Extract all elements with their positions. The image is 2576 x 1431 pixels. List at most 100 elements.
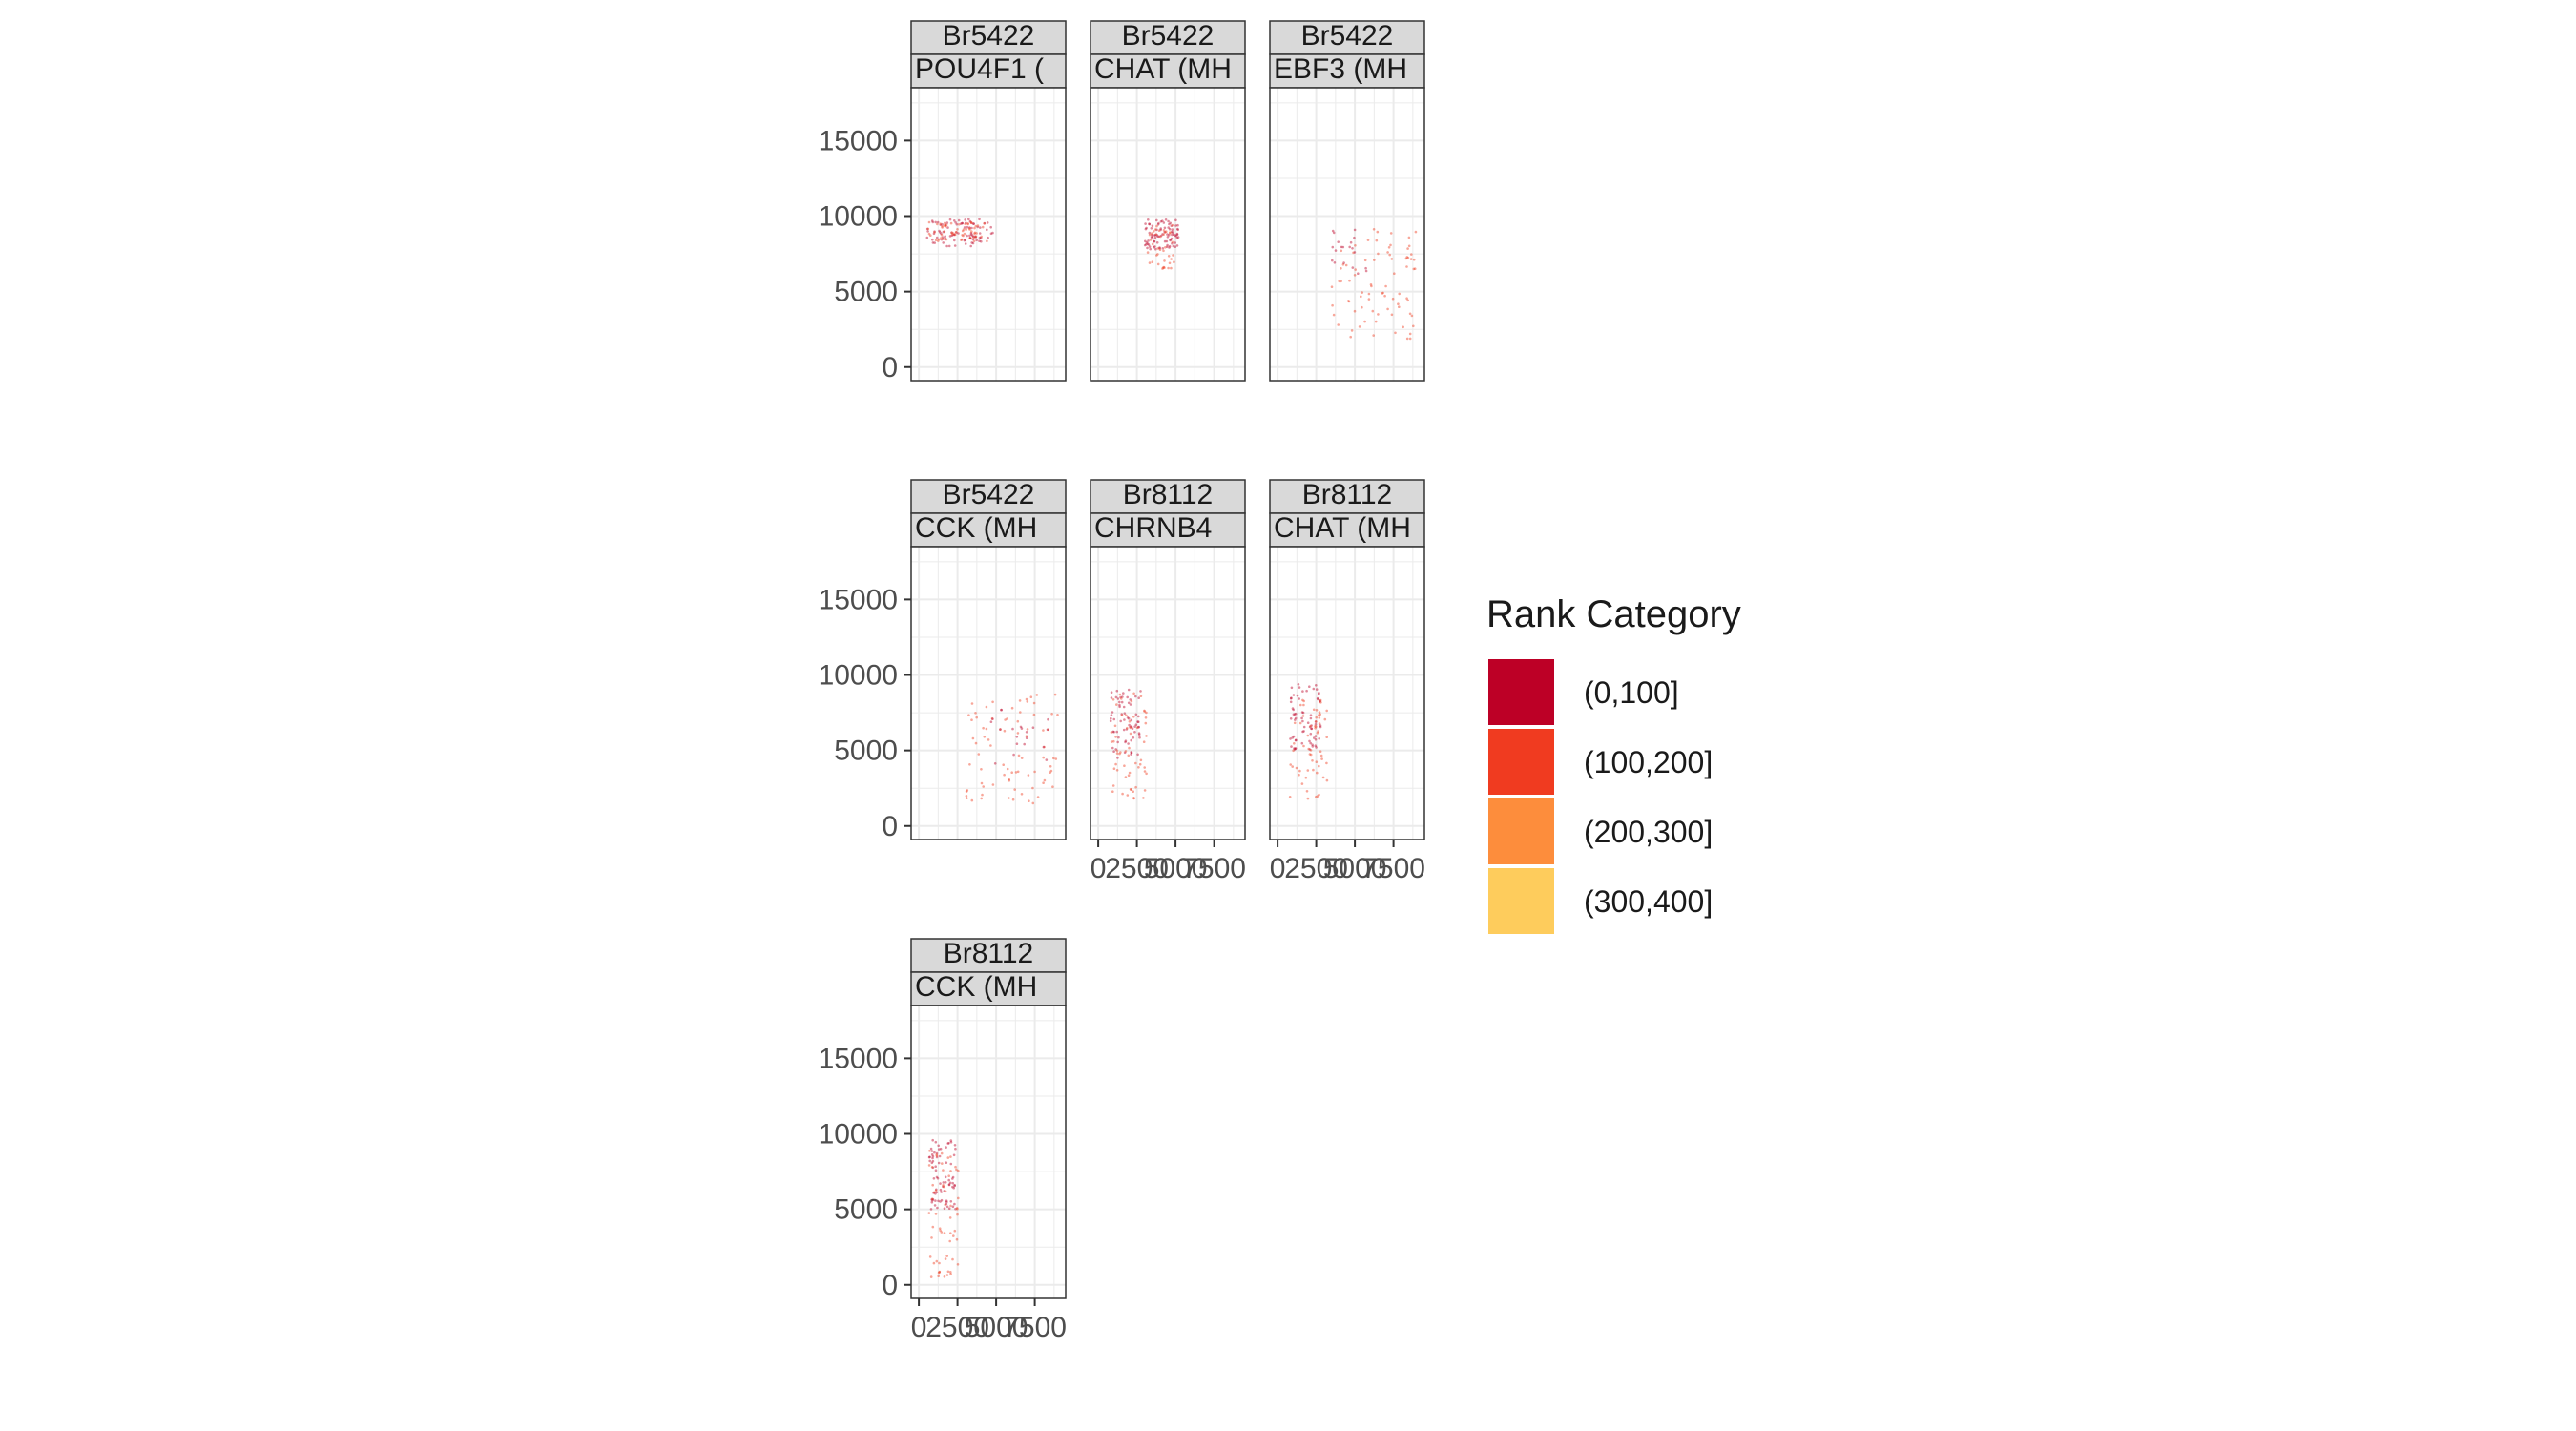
data-point [1114,736,1117,738]
data-point [953,1229,957,1233]
x-tick-label: 5000 [1144,853,1208,884]
data-point [1321,776,1325,779]
data-point [953,233,956,237]
data-point [981,793,984,797]
data-point [1020,727,1024,730]
data-point [933,231,936,234]
data-point [1134,695,1137,698]
data-point [1121,792,1124,796]
data-point [939,1200,942,1203]
data-point [1032,701,1036,705]
data-point [1376,230,1380,234]
data-point [939,222,942,225]
data-point [1388,253,1391,257]
data-point [1170,237,1174,240]
data-point [993,762,997,765]
data-point [966,225,969,229]
data-point [1316,731,1319,735]
data-point [1315,688,1319,691]
x-tick-label: 7500 [1361,853,1425,884]
data-point [965,790,968,793]
data-point [960,238,964,241]
y-tick-label: 10000 [819,660,898,692]
data-point [1159,234,1163,238]
data-point [1293,747,1296,750]
data-point [956,1208,959,1211]
data-point [1132,790,1134,793]
data-point [1165,239,1169,243]
data-point [974,236,977,238]
data-point [1016,770,1020,774]
data-point [1408,337,1412,341]
data-point [1169,238,1173,241]
data-point [952,1153,956,1157]
data-point [931,1225,935,1229]
data-point [1155,218,1158,222]
data-point [1137,720,1140,723]
data-point [948,1239,951,1243]
data-point [1013,788,1016,791]
data-point [1151,235,1153,238]
data-point [1315,720,1318,723]
data-point [938,238,941,241]
strip-gene-label: CCK (MH [915,971,1037,1003]
data-point [1124,750,1128,753]
data-point [1310,724,1313,727]
data-point [1116,757,1119,759]
data-point [935,1188,938,1192]
data-point [1289,696,1293,700]
data-point [947,1183,951,1186]
data-point [1145,240,1149,244]
y-tick-label: 5000 [834,1194,898,1226]
x-tick-label: 5000 [965,1312,1028,1343]
data-point [934,238,938,241]
data-point [969,244,972,248]
data-point [942,238,945,240]
data-point [1174,218,1177,222]
data-point [925,227,929,231]
data-point [1004,718,1007,721]
y-tick-label: 0 [882,1270,898,1301]
data-point [1153,239,1156,243]
data-point [1020,757,1024,759]
data-point [965,795,968,798]
data-point [1405,256,1409,259]
data-point [949,1273,952,1275]
data-point [976,225,980,229]
data-point [1132,736,1135,739]
data-point [980,239,983,243]
data-point [1357,272,1360,276]
data-point [1170,258,1173,260]
data-point [1111,784,1115,787]
data-point [1019,711,1022,714]
data-point [1353,274,1357,277]
data-point [1042,781,1045,784]
data-point [1164,246,1167,249]
data-point [940,238,944,241]
data-point [999,728,1002,731]
data-point [1112,730,1115,734]
data-point [1308,748,1312,751]
data-point [1377,252,1380,256]
data-point [1295,738,1298,742]
data-point [1414,230,1418,234]
data-point [982,726,985,730]
data-point [983,221,987,225]
strip-sample-bg [910,479,1067,514]
data-point [1168,261,1172,265]
data-point [1390,258,1394,260]
data-point [969,221,973,224]
data-point [1111,711,1114,714]
legend-label: (300,400] [1584,884,1713,919]
data-point [934,1189,938,1192]
strip-gene-label: CHAT (MH [1274,512,1411,544]
data-point [1122,692,1125,695]
data-point [942,236,945,238]
data-point [1332,313,1336,317]
data-point [960,222,963,225]
strip-sample-label: Br8112 [944,938,1034,969]
data-point [1318,714,1320,716]
data-point [1308,739,1311,743]
strip-sample-label: Br8112 [1123,479,1214,510]
data-point [1115,703,1118,706]
